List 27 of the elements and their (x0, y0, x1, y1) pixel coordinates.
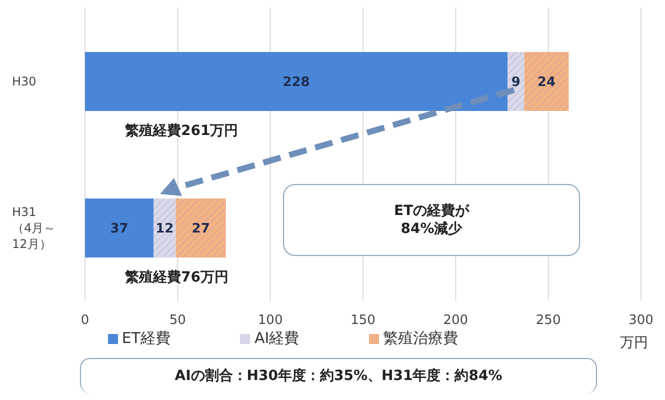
legend-label: 繁殖治療費 (383, 329, 458, 347)
x-tick-label: 0 (80, 313, 90, 328)
data-label: 9 (511, 75, 520, 90)
bar (154, 198, 176, 258)
data-label: 228 (282, 75, 310, 90)
data-label: 37 (110, 222, 128, 237)
callout-box: ETの経費が 84%減少 (283, 184, 580, 256)
data-label: 24 (537, 75, 556, 90)
x-tick-label: 150 (350, 313, 376, 328)
total-label: 繁殖経費76万円 (124, 269, 228, 286)
legend-label: AI経費 (254, 329, 300, 347)
x-tick-label: 200 (443, 313, 468, 328)
data-label: 27 (192, 222, 210, 237)
bar (176, 198, 226, 258)
total-label: 繁殖経費261万円 (124, 122, 238, 139)
x-tick-label: 100 (258, 313, 283, 328)
x-axis-title: 万円 (620, 334, 648, 352)
data-label: 12 (156, 222, 174, 237)
x-tick-label: 50 (169, 313, 186, 328)
legend-label: ET経費 (122, 329, 170, 347)
x-tick-label: 250 (536, 313, 561, 328)
note-box: AIの割合：H30年度：約35%、H31年度：約84% (80, 358, 597, 393)
x-tick-label: 300 (628, 313, 654, 328)
bar (524, 52, 569, 111)
bar (85, 198, 154, 258)
y-tick-label: H31 （4月～ 12月） (12, 204, 56, 251)
y-tick-label: H30 (12, 74, 36, 88)
